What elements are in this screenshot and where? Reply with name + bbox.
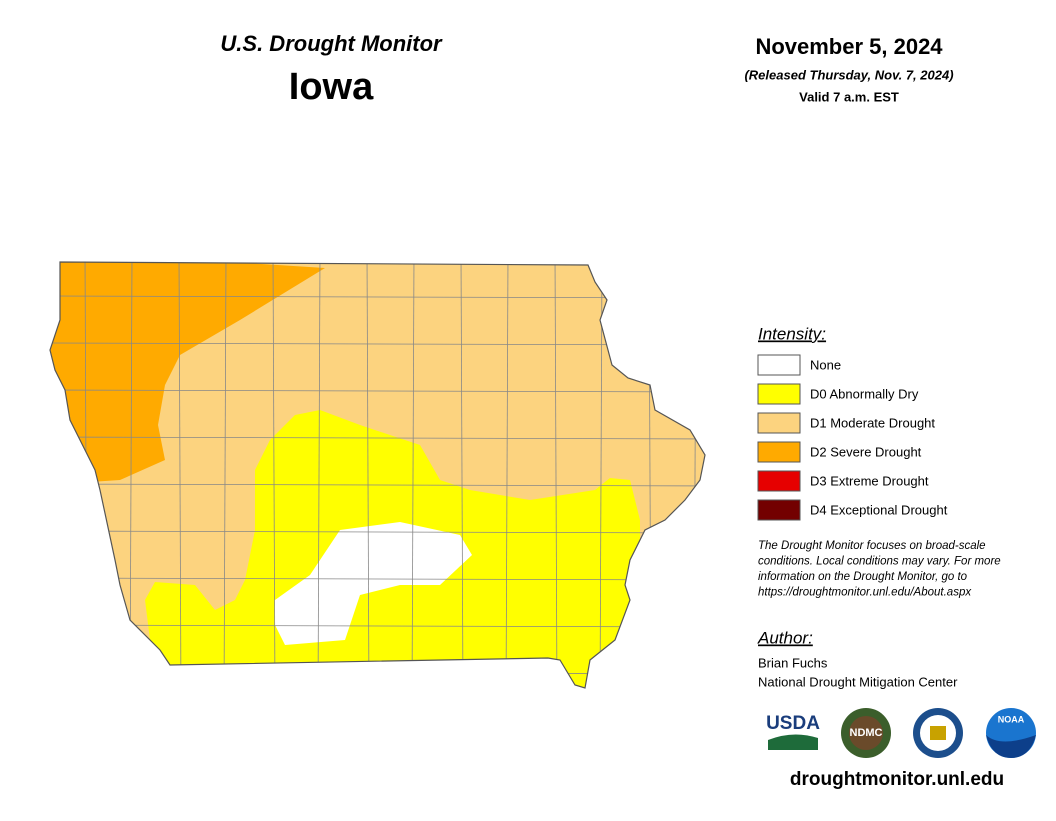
county-line — [505, 262, 509, 688]
state-fill — [50, 262, 705, 688]
county-line — [460, 262, 464, 688]
county-line — [50, 624, 705, 628]
logo-text: USDA — [766, 713, 820, 734]
legend-label: D4 Exceptional Drought — [810, 502, 948, 517]
logo-shape — [849, 716, 883, 750]
note-line: conditions. Local conditions may vary. F… — [758, 556, 1001, 568]
county-line — [50, 530, 705, 534]
logo-text: NDMC — [850, 727, 883, 739]
county-line — [50, 436, 705, 440]
author-line: Brian Fuchs — [758, 655, 828, 670]
author-line: National Drought Mitigation Center — [758, 674, 958, 689]
valid-time: Valid 7 a.m. EST — [799, 89, 899, 104]
logo-shape — [768, 734, 818, 750]
ndmc-logo: NDMC — [841, 708, 891, 758]
legend-swatch — [757, 470, 801, 492]
county-line — [50, 389, 705, 393]
county-line — [178, 262, 182, 688]
logo-shape — [986, 735, 1036, 758]
note-line: https://droughtmonitor.unl.edu/About.asp… — [758, 587, 972, 599]
legend-label: D3 Extreme Drought — [810, 473, 929, 488]
legend-swatch — [757, 383, 801, 405]
legend-label: D1 Moderate Drought — [810, 415, 935, 430]
state-name: Iowa — [289, 66, 374, 108]
website: droughtmonitor.unl.edu — [790, 769, 1004, 790]
title: U.S. Drought Monitor — [220, 31, 443, 56]
d2-area — [50, 262, 325, 482]
county-line — [554, 262, 558, 688]
author-title: Author: — [757, 628, 813, 647]
legend-label: D0 Abnormally Dry — [810, 386, 919, 401]
legend-swatch — [757, 499, 801, 521]
county-line — [50, 671, 705, 675]
note-line: information on the Drought Monitor, go t… — [758, 571, 968, 583]
legend-label: D2 Severe Drought — [810, 444, 922, 459]
release-date: (Released Thursday, Nov. 7, 2024) — [744, 67, 953, 82]
legend-swatch — [757, 441, 801, 463]
legend-swatch — [757, 412, 801, 434]
legend-label: None — [810, 357, 841, 372]
map-date: November 5, 2024 — [755, 34, 943, 59]
county-line — [50, 483, 705, 487]
legend-title: Intensity: — [758, 324, 826, 343]
logo-shape — [930, 726, 946, 740]
usda-logo: USDA — [766, 713, 820, 750]
commerce-logo — [913, 708, 963, 758]
noaa-logo: NOAA — [986, 708, 1036, 758]
logo-text: NOAA — [998, 714, 1025, 724]
county-line — [50, 577, 705, 581]
note-line: The Drought Monitor focuses on broad-sca… — [758, 540, 986, 552]
none-area — [275, 522, 472, 645]
legend-swatch — [757, 354, 801, 376]
county-line — [599, 262, 603, 688]
state-outline — [49, 261, 706, 689]
